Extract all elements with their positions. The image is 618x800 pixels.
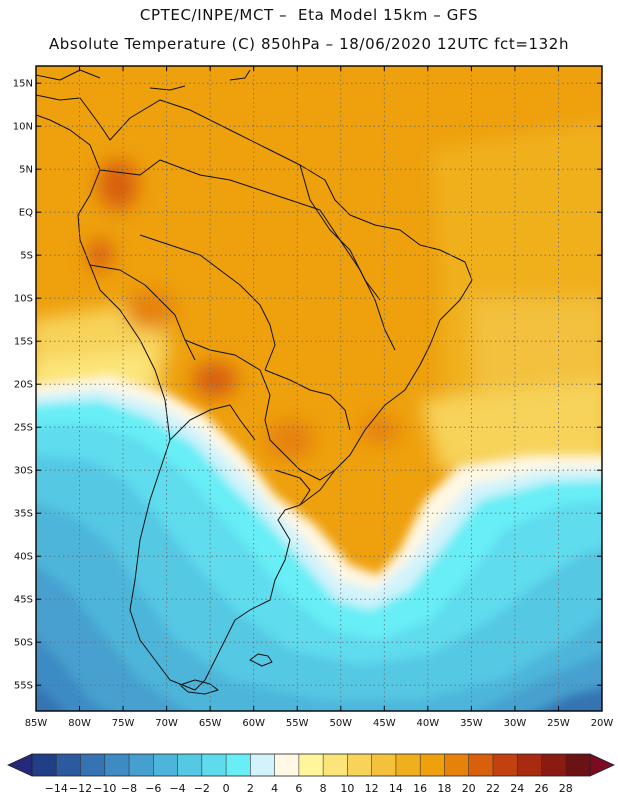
lon-label: 20W [591, 718, 614, 729]
colorbar-label: 14 [389, 782, 403, 795]
coastlines [36, 69, 473, 695]
colorbar-label: 4 [271, 782, 278, 795]
colorbar-label: −12 [69, 782, 92, 795]
colorbar-swatch [541, 754, 567, 776]
colorbar-swatch [420, 754, 445, 776]
lat-label: 40S [14, 552, 33, 563]
lat-label: 55S [14, 681, 33, 692]
latitude-axis: 15N 10N 5N EQ 5S 10S 15S 20S 25S 30S 35S 40S 45S 50S 5… [13, 79, 602, 692]
colorbar-label: 20 [462, 782, 476, 795]
colorbar-label: 18 [437, 782, 451, 795]
lon-label: 85W [25, 718, 48, 729]
map-frame [35, 65, 603, 712]
colorbar-swatch [298, 754, 324, 776]
colorbar-swatch [565, 754, 591, 776]
lat-label: 30S [14, 466, 33, 477]
lat-label: 15S [14, 337, 33, 348]
colorbar-arrow-left [7, 753, 33, 777]
colorbar-label: −14 [45, 782, 68, 795]
colorbar-label: −6 [145, 782, 161, 795]
lon-label: 80W [68, 718, 91, 729]
colorbar-label: −10 [93, 782, 116, 795]
lon-label: 50W [329, 718, 352, 729]
colorbar-swatch [104, 754, 130, 776]
colorbar: −14 −12 −10 −8 −6 −4 −2 0 2 4 6 8 10 12 14 16 18 20 22 24 26… [7, 753, 615, 795]
colorbar-label: 26 [534, 782, 548, 795]
colorbar-swatch [201, 754, 227, 776]
colorbar-label: 8 [320, 782, 327, 795]
lat-label: EQ [19, 208, 33, 219]
colorbar-swatch [274, 754, 300, 776]
lat-label: 35S [14, 509, 33, 520]
colorbar-swatch [177, 754, 203, 776]
colorbar-label: 12 [365, 782, 379, 795]
lon-label: 30W [504, 718, 527, 729]
longitude-axis: 85W 80W 75W 70W 65W 60W 55W 50W 45W 40W 35W 30W 25W 2… [25, 66, 614, 729]
colorbar-swatch [80, 754, 106, 776]
lat-label: 20S [14, 380, 33, 391]
lon-label: 60W [242, 718, 265, 729]
colorbar-swatch [444, 754, 469, 776]
colorbar-swatch [32, 754, 57, 776]
colorbar-label: 28 [559, 782, 573, 795]
colorbar-swatch [492, 754, 518, 776]
colorbar-label: 2 [247, 782, 254, 795]
temperature-field [36, 66, 602, 711]
title-line-2: Absolute Temperature (C) 850hPa – 18/06/… [48, 35, 570, 53]
colorbar-label: 6 [295, 782, 302, 795]
colorbar-swatch [153, 754, 178, 776]
colorbar-swatch [323, 754, 348, 776]
title-line-1: CPTEC/INPE/MCT – Eta Model 15km – GFS [139, 6, 479, 24]
lat-label: 5S [20, 251, 33, 262]
colorbar-swatch [250, 754, 275, 776]
lon-label: 40W [417, 718, 440, 729]
colorbar-label: 10 [340, 782, 354, 795]
colorbar-label: −4 [169, 782, 185, 795]
lon-label: 65W [199, 718, 222, 729]
lon-label: 70W [155, 718, 178, 729]
colorbar-swatch [129, 754, 154, 776]
colorbar-swatch [517, 754, 542, 776]
colorbar-swatch [468, 754, 494, 776]
lon-label: 25W [547, 718, 570, 729]
colorbar-label: 24 [510, 782, 524, 795]
lat-label: 15N [13, 79, 33, 90]
colorbar-swatch [371, 754, 397, 776]
colorbar-label: 22 [486, 782, 500, 795]
lon-label: 75W [112, 718, 135, 729]
colorbar-frame [31, 753, 591, 777]
colorbar-swatch [56, 754, 81, 776]
colorbar-swatch [226, 754, 251, 776]
lat-label: 25S [14, 423, 33, 434]
colorbar-arrow-right [589, 753, 615, 777]
lat-label: 10N [13, 122, 33, 133]
colorbar-label: 16 [413, 782, 427, 795]
lon-label: 35W [460, 718, 483, 729]
lat-label: 10S [14, 294, 33, 305]
colorbar-swatch [347, 754, 372, 776]
lon-label: 45W [373, 718, 396, 729]
lat-label: 45S [14, 595, 33, 606]
lat-label: 50S [14, 638, 33, 649]
colorbar-label: −8 [121, 782, 137, 795]
colorbar-label: 0 [223, 782, 230, 795]
colorbar-swatch [395, 754, 421, 776]
lon-label: 55W [286, 718, 309, 729]
lat-label: 5N [19, 165, 33, 176]
colorbar-label: −2 [194, 782, 210, 795]
